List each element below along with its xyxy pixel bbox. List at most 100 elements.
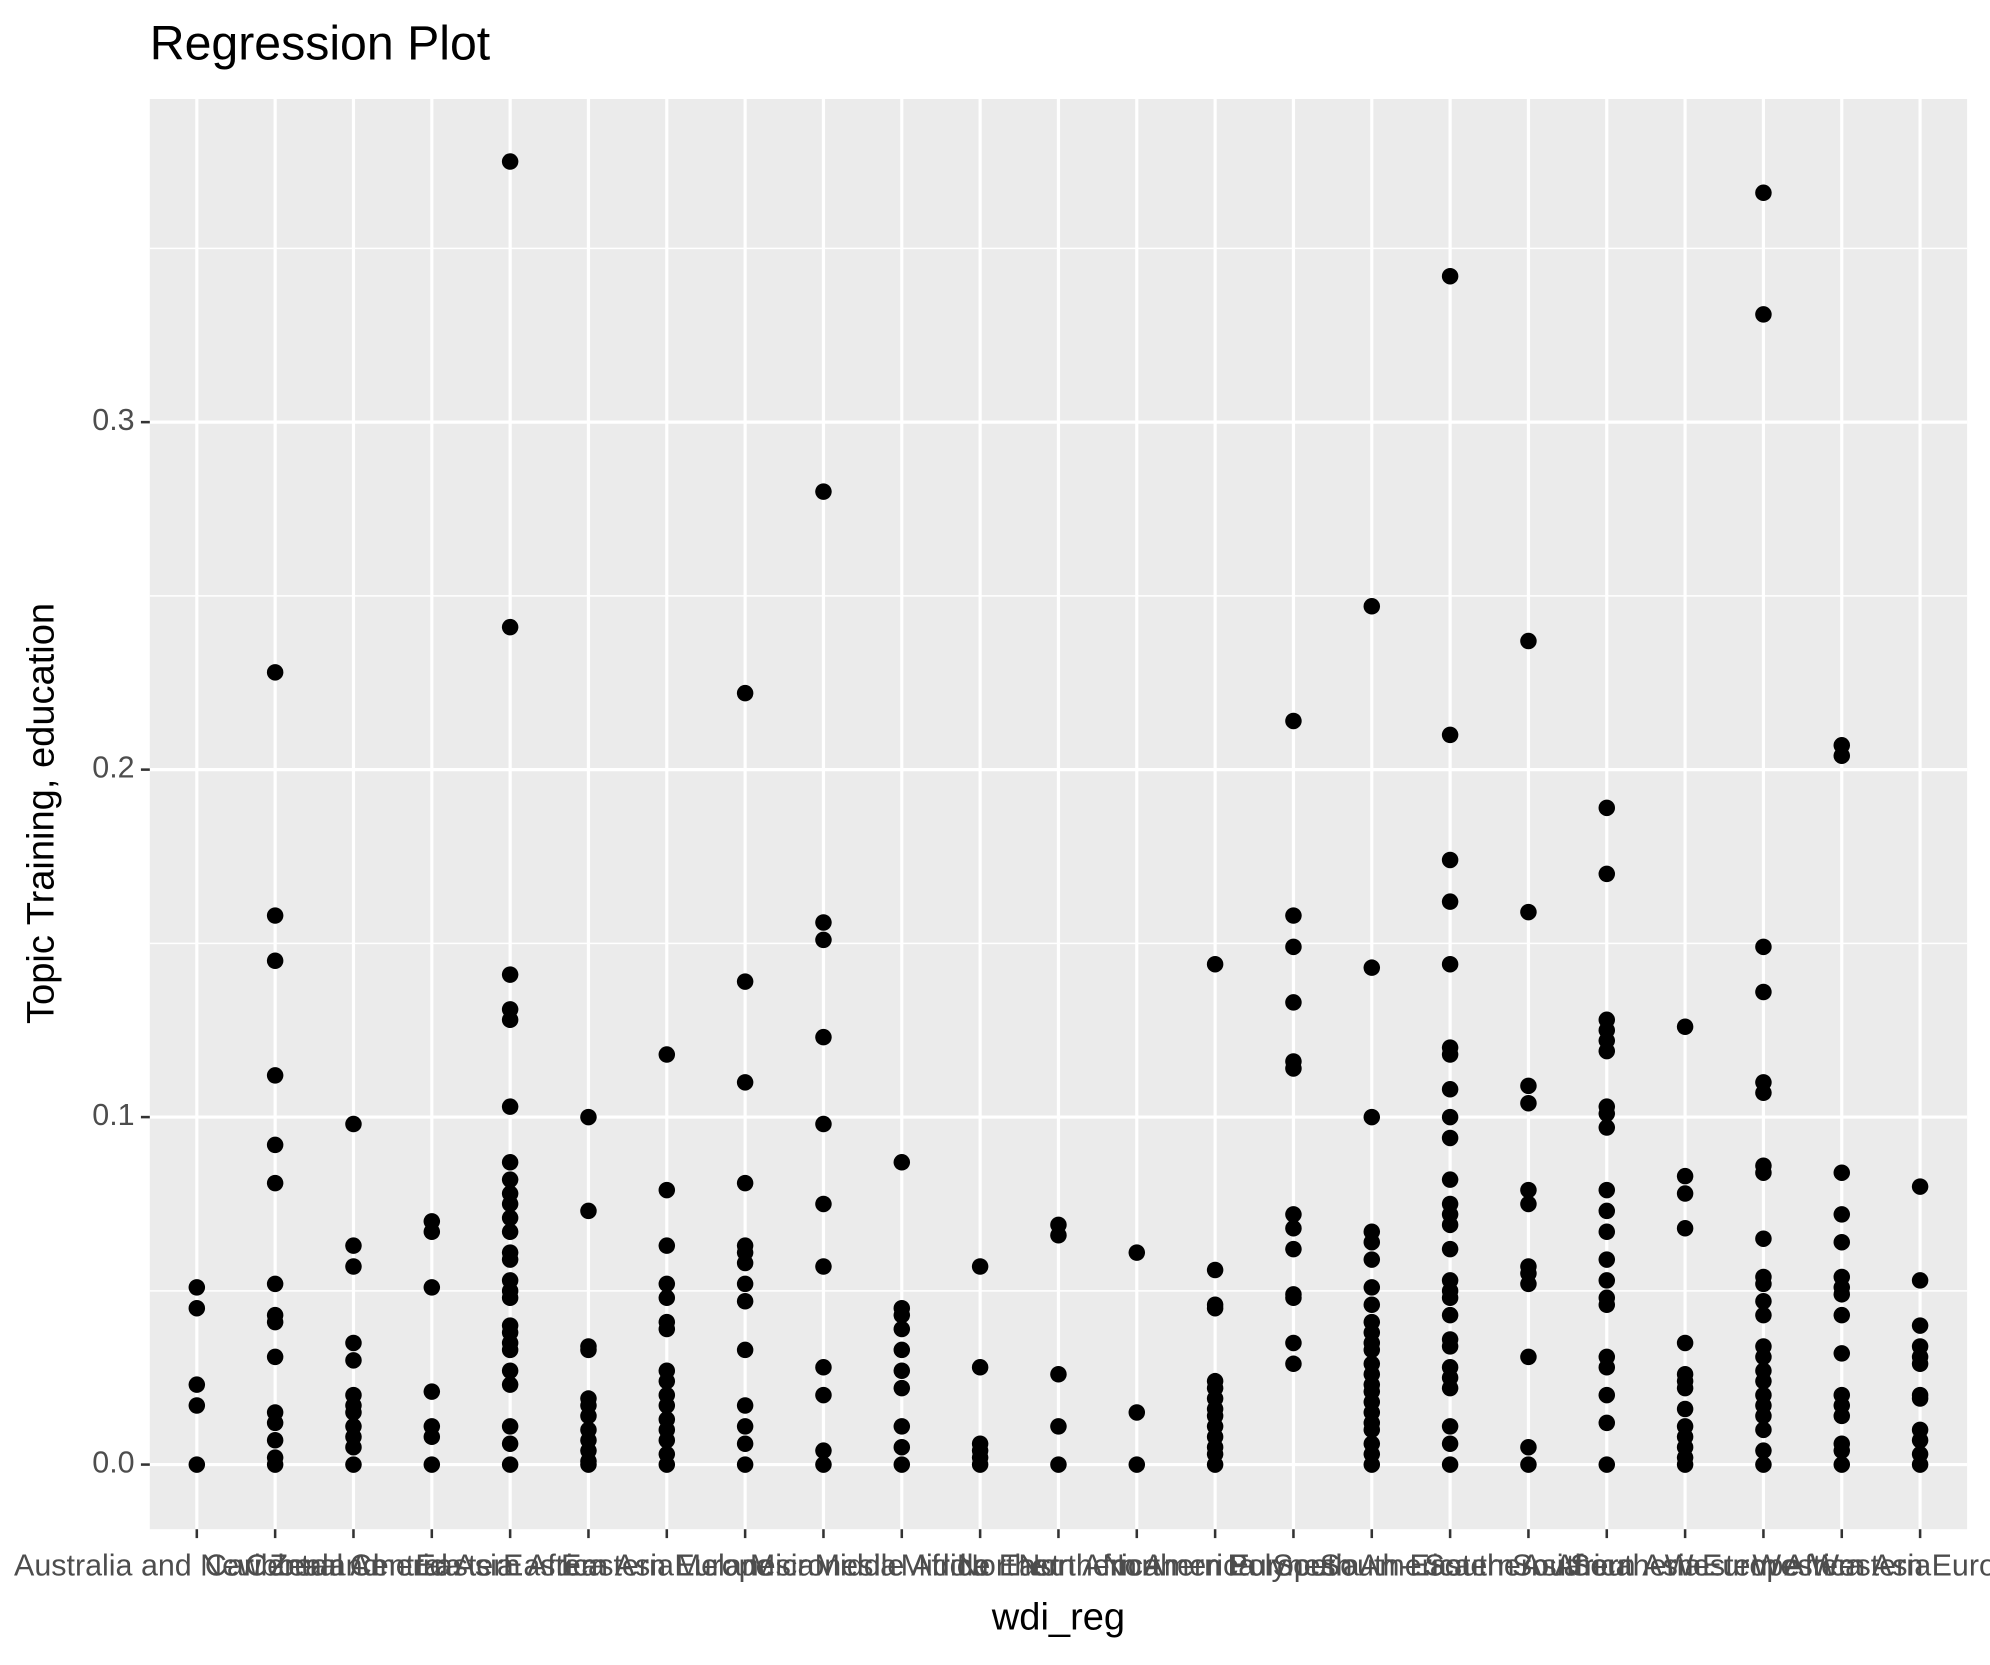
point: [1520, 1094, 1537, 1112]
point: [1755, 1442, 1772, 1459]
point: [1206, 955, 1224, 973]
point: [1285, 907, 1302, 924]
x-tick-label: Southern Europe: [1570, 1548, 1800, 1582]
point: [501, 1154, 519, 1171]
point: [1285, 712, 1302, 730]
point: [1911, 1272, 1929, 1289]
point: [1676, 1379, 1694, 1397]
point: [188, 1376, 206, 1393]
point: [580, 1108, 597, 1126]
x-tick-label: South America: [1273, 1548, 1471, 1582]
point: [266, 1414, 284, 1432]
x-tick-label: Australia and New Zealand: [14, 1548, 379, 1582]
point: [1285, 994, 1302, 1011]
point: [658, 1320, 676, 1338]
point: [501, 1418, 519, 1435]
point: [1676, 1185, 1694, 1202]
point: [1441, 1306, 1459, 1324]
point: [893, 1456, 911, 1473]
x-tick-label: Melanesia: [676, 1548, 815, 1582]
point: [658, 1456, 676, 1473]
point: [1833, 1306, 1851, 1324]
x-tick-label: Central Asia: [350, 1548, 514, 1582]
point: [1206, 1261, 1224, 1279]
point: [345, 1456, 362, 1473]
x-tick-label: Northern America: [1018, 1548, 1255, 1582]
point: [1441, 893, 1459, 910]
point: [1598, 1386, 1616, 1404]
point: [1441, 1338, 1459, 1355]
point: [1598, 1119, 1616, 1136]
point: [1520, 1077, 1537, 1095]
point: [501, 1171, 519, 1188]
x-tick-label: Central America: [245, 1548, 462, 1582]
point: [1911, 1390, 1929, 1407]
point: [188, 1299, 206, 1317]
point: [1520, 1348, 1537, 1366]
point: [188, 1279, 206, 1296]
point: [501, 1098, 519, 1115]
point: [1911, 1178, 1929, 1195]
point: [1441, 1435, 1459, 1452]
point: [501, 1376, 519, 1393]
y-axis-title: Topic Training, education: [20, 603, 62, 1024]
point: [893, 1418, 911, 1435]
point: [736, 1341, 754, 1359]
point: [658, 1181, 676, 1199]
x-tick-label: Western Europe: [1810, 1548, 1990, 1582]
point: [893, 1379, 911, 1397]
point: [658, 1372, 676, 1390]
x-tick-label: Eastern Europe: [561, 1548, 773, 1582]
point: [736, 1293, 754, 1310]
point: [266, 907, 284, 924]
point: [658, 1432, 676, 1449]
point: [815, 1195, 832, 1213]
point: [1755, 938, 1772, 956]
point: [893, 1320, 911, 1338]
point: [580, 1202, 597, 1220]
point: [1050, 1365, 1067, 1383]
point: [658, 1046, 676, 1063]
point: [1441, 1456, 1459, 1473]
point: [1363, 1251, 1381, 1268]
point: [893, 1438, 911, 1456]
x-tick-label: Middle Africa: [815, 1548, 989, 1582]
point: [345, 1352, 362, 1369]
point: [580, 1341, 597, 1359]
point: [1363, 1108, 1381, 1126]
point: [1676, 1018, 1694, 1036]
point: [501, 966, 519, 983]
point: [1676, 1167, 1694, 1185]
point: [1833, 1233, 1851, 1251]
point: [1755, 1407, 1772, 1425]
point: [1363, 1233, 1381, 1251]
point: [893, 1362, 911, 1380]
point: [1755, 1084, 1772, 1102]
point: [266, 1456, 284, 1473]
x-tick-label: Northern Europe: [1103, 1548, 1328, 1582]
point: [345, 1115, 362, 1133]
point: [815, 483, 832, 500]
point: [1911, 1432, 1929, 1449]
point: [1441, 1129, 1459, 1147]
point: [501, 1435, 519, 1452]
x-tick-label: Eastern Asia: [503, 1548, 674, 1582]
point: [1755, 983, 1772, 1001]
point: [1755, 1348, 1772, 1366]
point: [1050, 1226, 1067, 1244]
point: [501, 1223, 519, 1241]
point: [1363, 598, 1381, 615]
point: [1598, 799, 1616, 817]
point: [1755, 1456, 1772, 1473]
point: [736, 1456, 754, 1473]
x-tick-label: South-Eastern Asia: [1320, 1548, 1581, 1582]
point: [1128, 1404, 1146, 1421]
point: [501, 1011, 519, 1029]
point: [815, 931, 832, 949]
point: [1441, 1418, 1459, 1435]
point: [1441, 1081, 1459, 1098]
point: [1520, 632, 1537, 650]
point: [266, 1174, 284, 1192]
point: [1911, 1317, 1929, 1334]
